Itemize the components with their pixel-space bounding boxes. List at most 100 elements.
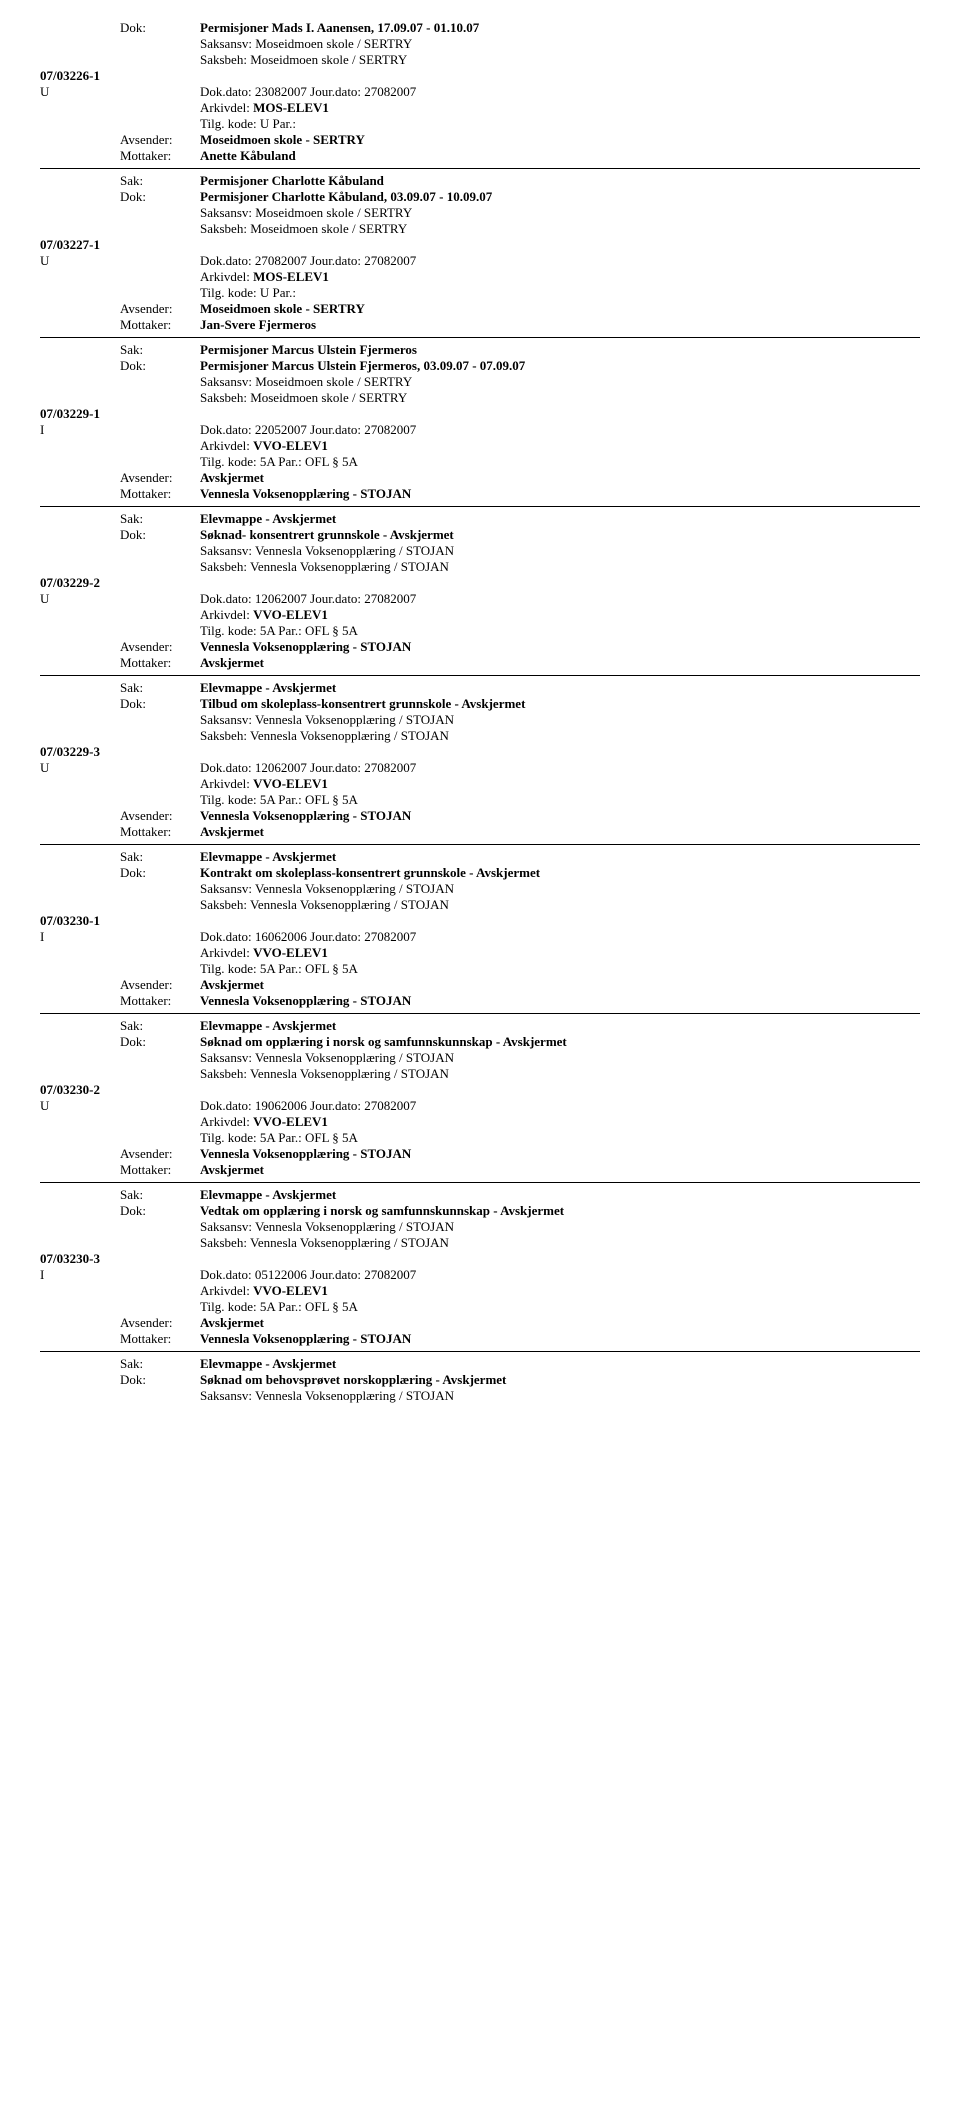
dok2-value: Søknad- konsentrert grunnskole - Avskjer… (200, 527, 920, 543)
sak-row: Sak:Permisjoner Marcus Ulstein Fjermeros (40, 342, 920, 358)
mottaker-label: Mottaker: (40, 1162, 200, 1178)
tilgkode-content: Tilg. kode: 5A Par.: OFL § 5A (200, 454, 920, 470)
dokdato-content: Dok.dato: 05122006 Jour.dato: 27082007 (200, 1267, 920, 1283)
dok2-value: Søknad om opplæring i norsk og samfunnsk… (200, 1034, 920, 1050)
arkivdel-row: Arkivdel: MOS-ELEV1 (40, 100, 920, 116)
footer-saksbeh-value: Saksbeh: Moseidmoen skole / SERTRY (200, 390, 920, 406)
tilgkode-row: Tilg. kode: U Par.: (40, 116, 920, 132)
sak-value: Elevmappe - Avskjermet (200, 680, 920, 696)
tilgkode-row: Tilg. kode: 5A Par.: OFL § 5A (40, 1130, 920, 1146)
mottaker-row: Mottaker:Avskjermet (40, 824, 920, 840)
arkivdel-label: Arkivdel: (200, 438, 253, 453)
arkivdel-content: Arkivdel: VVO-ELEV1 (200, 438, 920, 454)
dok2-row: Dok:Permisjoner Charlotte Kåbuland, 03.0… (40, 189, 920, 205)
dok2-label: Dok: (40, 696, 200, 712)
doc-type: I (40, 929, 200, 945)
dokdato-content: Dok.dato: 12062007 Jour.dato: 27082007 (200, 760, 920, 776)
sak-label: Sak: (40, 342, 200, 358)
footer-saksbeh-row: Saksbeh: Moseidmoen skole / SERTRY (40, 390, 920, 406)
separator (40, 506, 920, 507)
tilgkode-content: Tilg. kode: U Par.: (200, 285, 920, 301)
sak-value: Elevmappe - Avskjermet (200, 849, 920, 865)
dokdato-content: Dok.dato: 23082007 Jour.dato: 27082007 (200, 84, 920, 100)
avsender-value: Avskjermet (200, 470, 920, 486)
footer-saksansv-value: Saksansv: Vennesla Voksenopplæring / STO… (200, 712, 920, 728)
footer-saksbeh-value: Saksbeh: Vennesla Voksenopplæring / STOJ… (200, 559, 920, 575)
sak-value: Elevmappe - Avskjermet (200, 1356, 920, 1372)
separator (40, 1351, 920, 1352)
dok2-value: Permisjoner Charlotte Kåbuland, 03.09.07… (200, 189, 920, 205)
dokdato-row: UDok.dato: 12062007 Jour.dato: 27082007 (40, 591, 920, 607)
arkivdel-value: VVO-ELEV1 (253, 945, 328, 960)
avsender-row: Avsender:Moseidmoen skole - SERTRY (40, 132, 920, 148)
avsender-value: Avskjermet (200, 1315, 920, 1331)
mottaker-value: Vennesla Voksenopplæring - STOJAN (200, 1331, 920, 1347)
separator (40, 1182, 920, 1183)
sak-row: Sak:Elevmappe - Avskjermet (40, 849, 920, 865)
dokdato-row: UDok.dato: 27082007 Jour.dato: 27082007 (40, 253, 920, 269)
header-dok-text: Permisjoner Mads I. Aanensen, 17.09.07 -… (200, 20, 920, 36)
mottaker-value: Anette Kåbuland (200, 148, 920, 164)
footer-saksansv-row: Saksansv: Vennesla Voksenopplæring / STO… (40, 543, 920, 559)
case-number: 07/03229-3 (40, 744, 920, 760)
mottaker-label: Mottaker: (40, 655, 200, 671)
case-number: 07/03230-3 (40, 1251, 920, 1267)
arkivdel-content: Arkivdel: MOS-ELEV1 (200, 100, 920, 116)
tilgkode-row: Tilg. kode: 5A Par.: OFL § 5A (40, 792, 920, 808)
dok2-value: Vedtak om opplæring i norsk og samfunnsk… (200, 1203, 920, 1219)
footer-saksansv-value: Saksansv: Vennesla Voksenopplæring / STO… (200, 543, 920, 559)
footer-saksbeh-row: Saksbeh: Vennesla Voksenopplæring / STOJ… (40, 559, 920, 575)
arkivdel-value: MOS-ELEV1 (253, 100, 329, 115)
case-number: 07/03230-2 (40, 1082, 920, 1098)
avsender-row: Avsender:Vennesla Voksenopplæring - STOJ… (40, 639, 920, 655)
tilgkode-row: Tilg. kode: 5A Par.: OFL § 5A (40, 454, 920, 470)
separator (40, 675, 920, 676)
avsender-label: Avsender: (40, 639, 200, 655)
mottaker-label: Mottaker: (40, 993, 200, 1009)
arkivdel-label: Arkivdel: (200, 1283, 253, 1298)
avsender-row: Avsender:Avskjermet (40, 1315, 920, 1331)
footer-saksbeh-row: Saksbeh: Moseidmoen skole / SERTRY (40, 221, 920, 237)
doc-type: U (40, 591, 200, 607)
arkivdel-row: Arkivdel: VVO-ELEV1 (40, 1283, 920, 1299)
dokdato-row: IDok.dato: 16062006 Jour.dato: 27082007 (40, 929, 920, 945)
arkivdel-value: VVO-ELEV1 (253, 1114, 328, 1129)
mottaker-row: Mottaker:Vennesla Voksenopplæring - STOJ… (40, 486, 920, 502)
footer-saksbeh-row: Saksbeh: Vennesla Voksenopplæring / STOJ… (40, 1235, 920, 1251)
avsender-label: Avsender: (40, 1146, 200, 1162)
tilgkode-content: Tilg. kode: U Par.: (200, 116, 920, 132)
doc-type: I (40, 1267, 200, 1283)
sak-label: Sak: (40, 1018, 200, 1034)
footer-saksbeh-row: Saksbeh: Vennesla Voksenopplæring / STOJ… (40, 897, 920, 913)
dokdato-row: UDok.dato: 12062007 Jour.dato: 27082007 (40, 760, 920, 776)
tilgkode-row: Tilg. kode: U Par.: (40, 285, 920, 301)
tilgkode-content: Tilg. kode: 5A Par.: OFL § 5A (200, 961, 920, 977)
mottaker-value: Avskjermet (200, 655, 920, 671)
separator (40, 168, 920, 169)
avsender-row: Avsender:Avskjermet (40, 977, 920, 993)
dok2-row: Dok:Søknad- konsentrert grunnskole - Avs… (40, 527, 920, 543)
footer-saksansv-value: Saksansv: Moseidmoen skole / SERTRY (200, 374, 920, 390)
arkivdel-label: Arkivdel: (200, 269, 253, 284)
footer-saksbeh-value: Saksbeh: Vennesla Voksenopplæring / STOJ… (200, 728, 920, 744)
arkivdel-value: VVO-ELEV1 (253, 776, 328, 791)
sak-value: Permisjoner Marcus Ulstein Fjermeros (200, 342, 920, 358)
mottaker-value: Vennesla Voksenopplæring - STOJAN (200, 486, 920, 502)
mottaker-row: Mottaker:Vennesla Voksenopplæring - STOJ… (40, 1331, 920, 1347)
doc-type: U (40, 84, 200, 100)
mottaker-label: Mottaker: (40, 317, 200, 333)
sak-label: Sak: (40, 680, 200, 696)
doc-type: U (40, 253, 200, 269)
header-dok-row: Dok:Permisjoner Mads I. Aanensen, 17.09.… (40, 20, 920, 36)
footer-saksansv-value: Saksansv: Vennesla Voksenopplæring / STO… (200, 1388, 920, 1404)
mottaker-label: Mottaker: (40, 1331, 200, 1347)
arkivdel-row: Arkivdel: VVO-ELEV1 (40, 438, 920, 454)
separator (40, 337, 920, 338)
case-number: 07/03226-1 (40, 68, 920, 84)
mottaker-row: Mottaker:Jan-Svere Fjermeros (40, 317, 920, 333)
tilgkode-row: Tilg. kode: 5A Par.: OFL § 5A (40, 1299, 920, 1315)
sak-label: Sak: (40, 1356, 200, 1372)
sak-row: Sak:Elevmappe - Avskjermet (40, 1018, 920, 1034)
sak-value: Elevmappe - Avskjermet (200, 1018, 920, 1034)
sak-row: Sak:Elevmappe - Avskjermet (40, 1356, 920, 1372)
